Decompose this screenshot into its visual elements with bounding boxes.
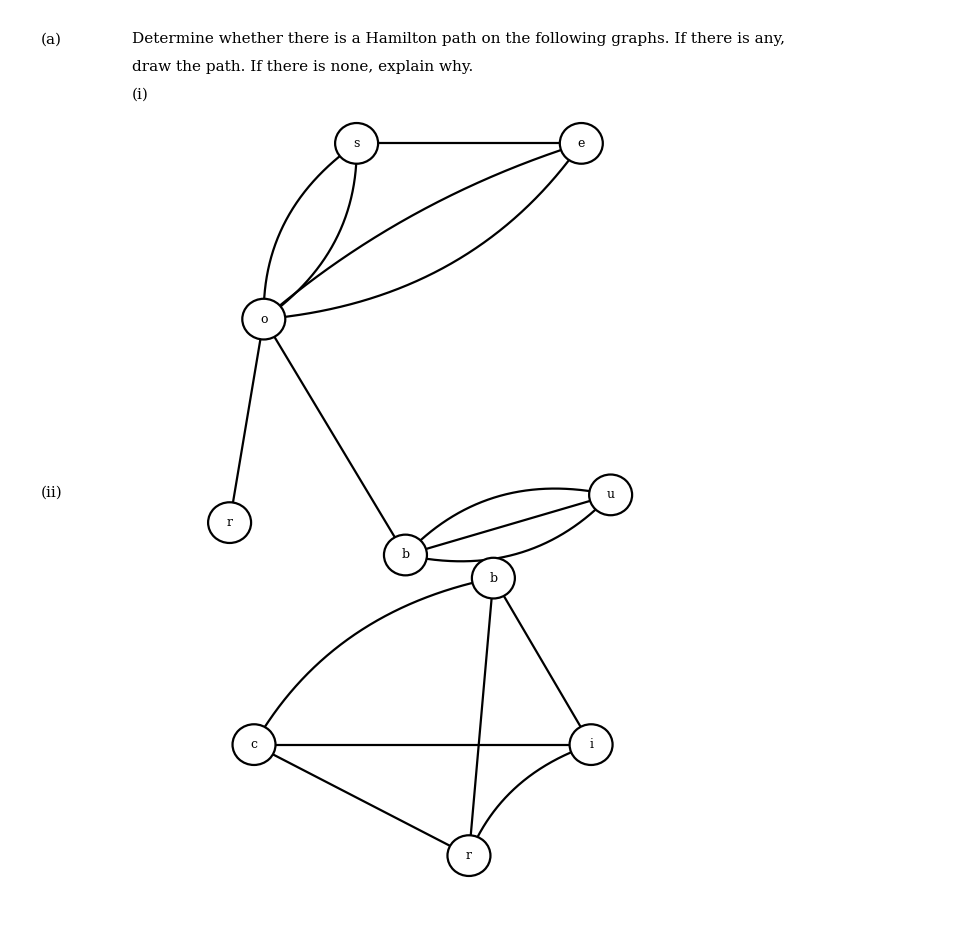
Circle shape [233,724,276,765]
Text: c: c [250,738,258,751]
Text: (a): (a) [41,32,62,46]
Circle shape [242,299,285,339]
Text: e: e [577,137,585,150]
Text: (ii): (ii) [41,486,63,500]
Text: r: r [466,849,472,862]
Circle shape [560,123,603,164]
Circle shape [335,123,378,164]
Text: draw the path. If there is none, explain why.: draw the path. If there is none, explain… [132,60,473,74]
Text: u: u [607,488,615,501]
Circle shape [208,502,251,543]
Circle shape [447,835,490,876]
Circle shape [589,475,632,515]
Text: i: i [589,738,593,751]
Circle shape [384,535,427,575]
Text: r: r [227,516,233,529]
Text: o: o [260,313,268,326]
Text: b: b [402,549,409,561]
Circle shape [570,724,613,765]
Text: s: s [354,137,360,150]
Text: Determine whether there is a Hamilton path on the following graphs. If there is : Determine whether there is a Hamilton pa… [132,32,785,46]
Text: b: b [489,572,497,585]
Text: (i): (i) [132,88,149,102]
Circle shape [472,558,515,598]
